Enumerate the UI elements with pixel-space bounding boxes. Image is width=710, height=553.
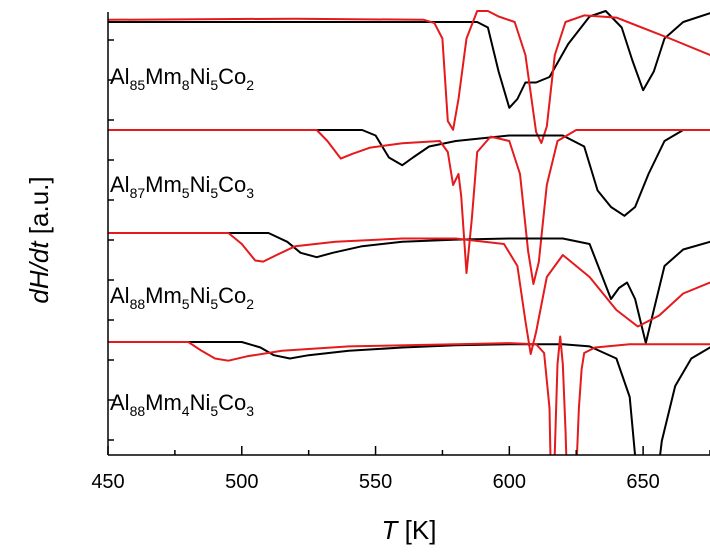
- x-tick-label: 550: [359, 471, 392, 493]
- curve-label-4: Al88Mm4Ni5Co3: [110, 390, 254, 419]
- x-tick-label: 450: [91, 471, 124, 493]
- x-tick-label: 600: [493, 471, 526, 493]
- x-axis-label: T [K]: [382, 515, 437, 545]
- x-tick-label: 650: [626, 471, 659, 493]
- curve-2-red: [108, 130, 710, 284]
- curve-label-2: Al87Mm5Ni5Co3: [110, 172, 254, 201]
- x-tick-label: 500: [225, 471, 258, 493]
- curve-4-black: [108, 342, 710, 529]
- y-axis-label: dH/dt [a.u.]: [24, 176, 54, 303]
- curve-1-black: [108, 11, 710, 108]
- curve-label-3: Al88Mm5Ni5Co2: [110, 283, 254, 312]
- curve-label-1: Al85Mm8Ni5Co2: [110, 64, 254, 93]
